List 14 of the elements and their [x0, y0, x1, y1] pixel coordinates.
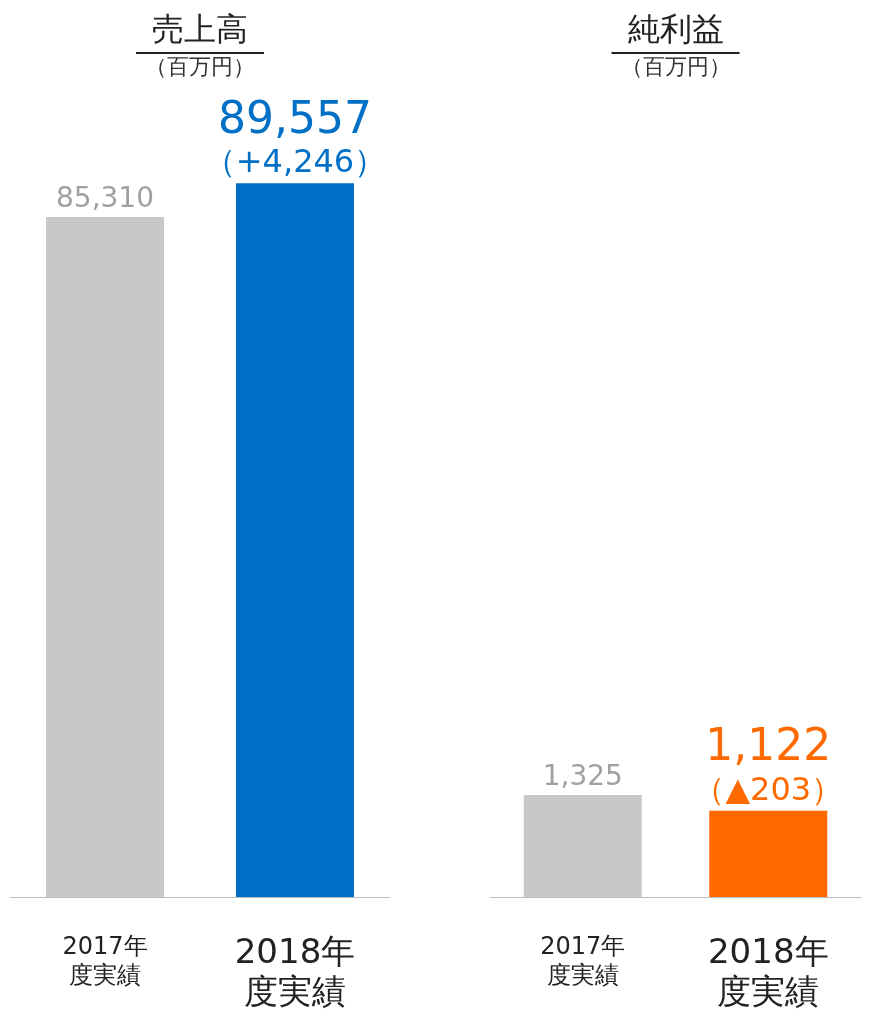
- annotation: （+4,246）: [203, 142, 387, 181]
- data-label: 89,557: [218, 91, 372, 143]
- data-label: 1,122: [705, 719, 832, 771]
- annotation: （▲203）: [693, 769, 844, 808]
- data-label: 85,310: [56, 180, 154, 214]
- data-label: 1,325: [542, 758, 623, 792]
- x-tick-label: 2017年度実績: [62, 931, 148, 989]
- x-tick-label: 2018年度実績: [707, 931, 829, 1011]
- chart-title: 純利益: [627, 10, 724, 48]
- x-tick-label: 2018年度実績: [234, 931, 356, 1011]
- x-tick-label: 2017年度実績: [540, 931, 626, 989]
- chart-subtitle: （百万円）: [145, 53, 255, 79]
- chart-title: 売上高: [152, 10, 248, 48]
- chart-subtitle: （百万円）: [620, 53, 731, 79]
